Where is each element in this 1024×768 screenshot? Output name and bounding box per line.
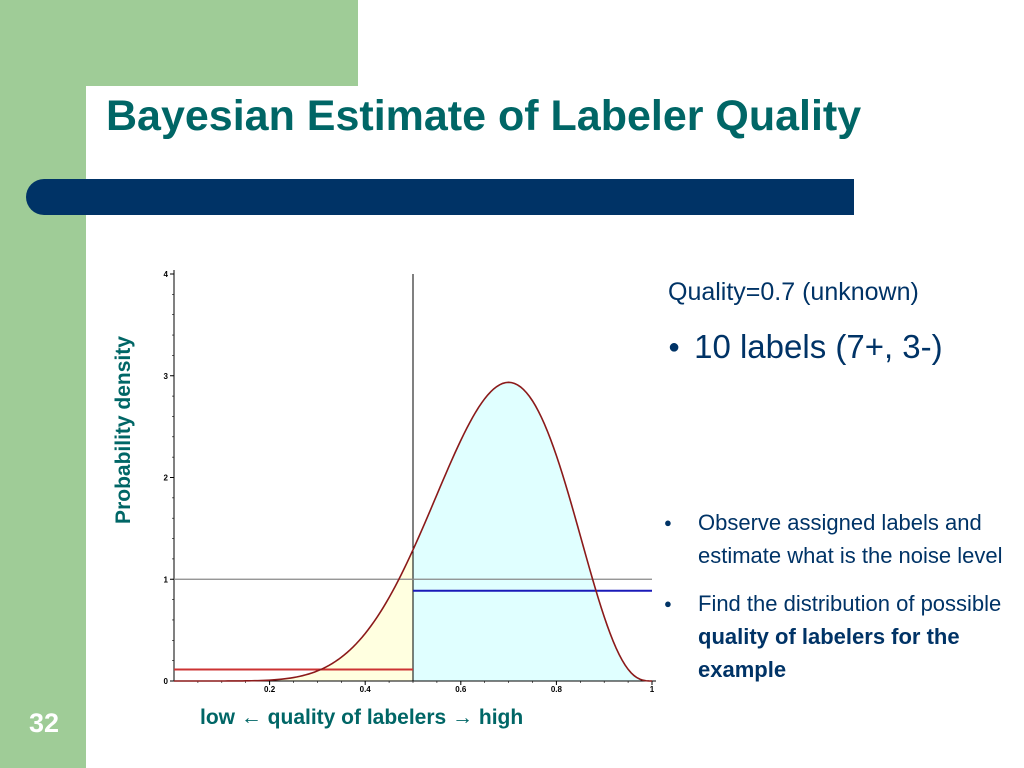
bullet-icon: ● bbox=[664, 596, 672, 611]
left-decor-band bbox=[0, 0, 86, 768]
y-axis-label: Probability density bbox=[112, 336, 135, 524]
quality-note: Quality=0.7 (unknown) bbox=[668, 278, 919, 306]
x-tick-label: 0.2 bbox=[264, 685, 276, 694]
bullet-item: ● Find the distribution of possible qual… bbox=[662, 587, 1022, 686]
x-tick-label: 1 bbox=[650, 685, 655, 694]
y-tick-label: 3 bbox=[164, 372, 169, 381]
area-below-half bbox=[174, 549, 413, 681]
density-chart: 0 1 2 3 4 0.2 0.4 0.6 0.8 1 bbox=[164, 270, 656, 694]
x-tick-label: 0.4 bbox=[360, 685, 372, 694]
labels-count-line: ● 10 labels (7+, 3-) bbox=[668, 328, 943, 366]
top-decor-band bbox=[0, 0, 358, 86]
bullet-list: ● Observe assigned labels and estimate w… bbox=[662, 506, 1022, 701]
y-tick-label: 1 bbox=[164, 575, 169, 584]
slide-title: Bayesian Estimate of Labeler Quality bbox=[106, 92, 862, 140]
bullet-text: Find the distribution of possible bbox=[698, 591, 1002, 616]
bullet-icon: ● bbox=[664, 515, 672, 530]
y-tick-label: 0 bbox=[164, 677, 169, 686]
content-corner bbox=[86, 86, 166, 166]
slide-number: 32 bbox=[28, 708, 60, 738]
area-above-half bbox=[413, 382, 652, 681]
bullet-icon: ● bbox=[668, 336, 681, 358]
title-underline-bar bbox=[26, 179, 854, 215]
bullet-emphasis: quality of labelers for the example bbox=[698, 624, 960, 682]
x-tick-label: 0.6 bbox=[455, 685, 467, 694]
density-curve bbox=[174, 381, 653, 682]
y-tick-label: 2 bbox=[164, 474, 169, 483]
bullet-text: Observe assigned labels and estimate wha… bbox=[698, 510, 1003, 568]
x-tick-label: 0.8 bbox=[551, 685, 563, 694]
bullet-item: ● Observe assigned labels and estimate w… bbox=[662, 506, 1022, 572]
x-axis-label: low ← quality of labelers → high bbox=[200, 706, 524, 729]
labels-count-text: 10 labels (7+, 3-) bbox=[694, 328, 943, 365]
y-tick-label: 4 bbox=[164, 270, 169, 279]
